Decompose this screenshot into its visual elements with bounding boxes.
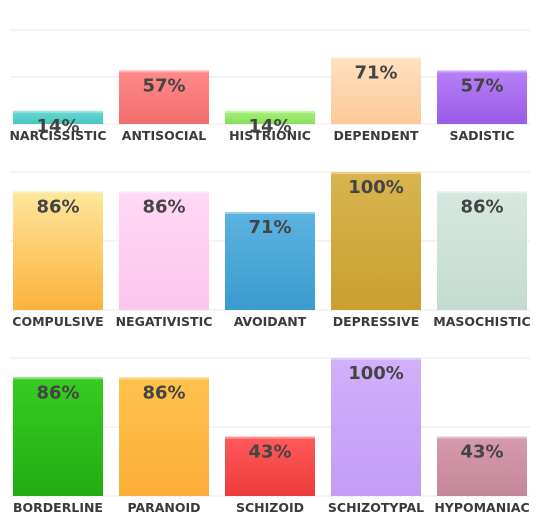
category-label: BORDERLINE [13,500,103,515]
bar-highlight [119,191,209,194]
bar-value-label: 86% [36,196,79,217]
bar-highlight [437,436,527,439]
bar-borderline [13,377,103,496]
category-label: HYPOMANIAC [434,500,529,515]
bar-hypomaniac [437,436,527,496]
bar-paranoid [119,377,209,496]
bar-highlight [13,191,103,194]
bar-schizoid [225,436,315,496]
bar-dependent [331,57,421,125]
bar-value-label: 14% [36,116,79,137]
bar-value-label: 100% [348,363,404,384]
bar-highlight [437,191,527,194]
bar-masochistic [437,191,527,310]
category-label: SADISTIC [449,128,514,143]
category-label: AVOIDANT [234,314,307,329]
chart-panel-3: 86% BORDERLINE 86% PARANOID 43% SCHIZOID 100% S… [10,357,530,515]
category-label: MASOCHISTIC [433,314,530,329]
bar-value-label: 86% [142,382,185,403]
category-label: SCHIZOTYPAL [328,500,424,515]
bar-highlight [225,212,315,215]
bar-depressive [331,172,421,310]
bar-value-label: 86% [460,196,503,217]
chart-panel-2: 86% COMPULSIVE 86% NEGATIVISTIC 71% AVOIDANT 1… [10,171,531,329]
bar-sadistic [437,70,527,124]
bar-avoidant [225,212,315,310]
category-label: NARCISSISTIC [9,128,106,143]
bar-antisocial [119,70,209,124]
category-label: DEPENDENT [334,128,419,143]
category-label: DEPRESSIVE [333,314,420,329]
bar-histrionic [225,110,315,124]
bar-highlight [119,70,209,73]
bar-value-label: 43% [248,442,291,463]
bar-highlight [331,172,421,174]
bar-highlight [225,436,315,439]
bar-negativistic [119,191,209,310]
bar-value-label: 57% [142,75,185,96]
bar-value-label: 86% [36,382,79,403]
bar-value-label: 14% [248,116,291,137]
bar-value-label: 71% [354,62,397,83]
category-label: COMPULSIVE [12,314,103,329]
bar-highlight [437,70,527,73]
bar-schizotypal [331,358,421,496]
bar-value-label: 71% [248,217,291,238]
bar-highlight [331,57,421,60]
bar-highlight [13,110,103,113]
category-label: HISTRIONIC [229,128,311,143]
category-label: SCHIZOID [236,500,304,515]
category-label: ANTISOCIAL [122,128,206,143]
bar-value-label: 100% [348,177,404,198]
bar-value-label: 86% [142,196,185,217]
bar-value-label: 43% [460,442,503,463]
bar-highlight [13,377,103,380]
bar-narcissistic [13,110,103,124]
category-label: PARANOID [127,500,200,515]
bar-value-label: 57% [460,75,503,96]
bar-highlight [225,110,315,113]
bar-highlight [119,377,209,380]
category-label: NEGATIVISTIC [116,314,213,329]
bar-highlight [331,358,421,360]
bar-compulsive [13,191,103,310]
